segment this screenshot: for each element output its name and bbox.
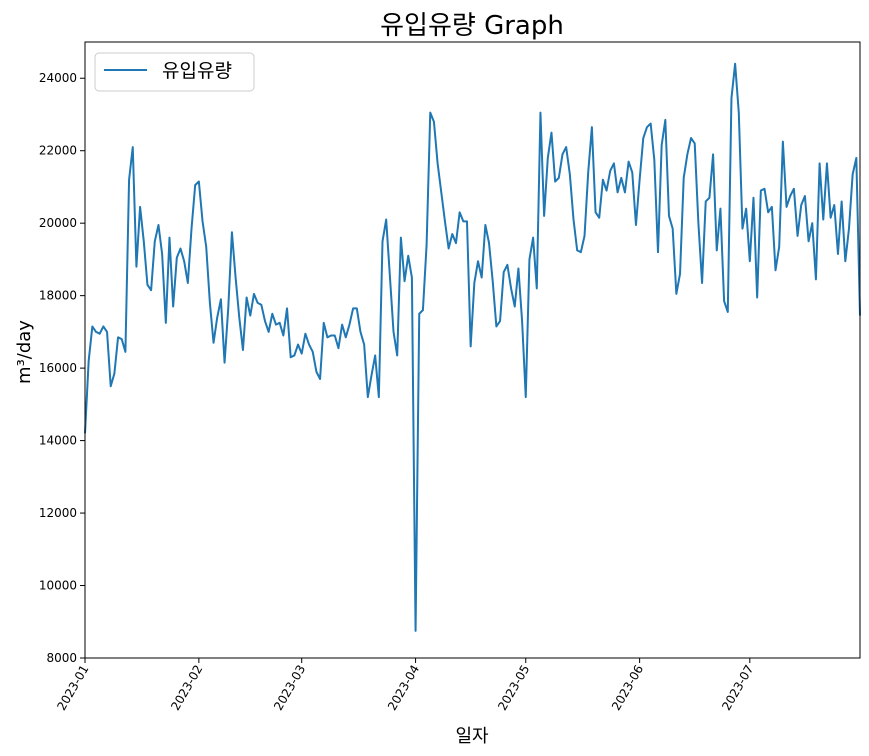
legend-box [94, 52, 255, 92]
x-tick-label: 2023-01 [54, 663, 91, 713]
y-tick-label: 8000 [46, 651, 77, 665]
x-axis-label: 일자 [455, 726, 489, 747]
plot-frame [84, 41, 861, 659]
y-tick-label: 18000 [39, 289, 77, 303]
y-axis: 8000 10000 12000 14000 16000 18000 20000 22000 2… [39, 71, 85, 665]
y-tick-label: 20000 [39, 216, 77, 230]
x-tick-label: 2023-03 [271, 663, 308, 713]
y-tick-label: 10000 [39, 579, 77, 593]
x-tick-label: 2023-04 [385, 663, 422, 713]
y-tick-label: 14000 [39, 434, 77, 448]
x-axis: 2023-01 2023-02 2023-03 2023-04 2023-05 2023-… [54, 658, 756, 713]
x-tick-label: 2023-02 [168, 663, 205, 713]
legend: 유입유량 [94, 52, 255, 92]
x-tick-label: 2023-05 [495, 663, 532, 713]
y-tick-label: 16000 [39, 361, 77, 375]
y-tick-label: 24000 [39, 71, 77, 85]
legend-label: 유입유량 [162, 60, 232, 82]
y-axis-label: m³/day [14, 320, 35, 384]
x-tick-label: 2023-06 [609, 663, 646, 713]
series-line-유입유량 [84, 62, 861, 632]
x-tick-label: 2023-07 [719, 663, 756, 713]
y-tick-label: 22000 [39, 144, 77, 158]
y-tick-label: 12000 [39, 506, 77, 520]
chart-title: 유입유량 Graph [380, 11, 564, 41]
